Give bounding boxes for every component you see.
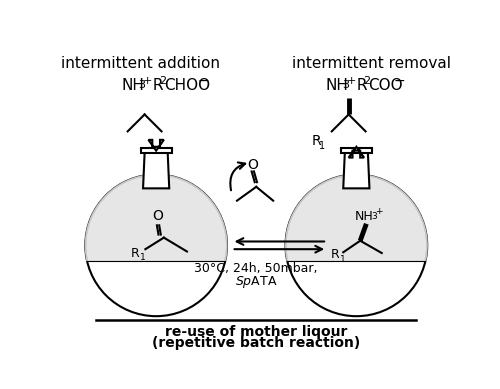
Text: 2: 2 xyxy=(364,75,370,86)
Text: 3: 3 xyxy=(371,212,377,221)
Text: 30°C, 24h, 50mbar,: 30°C, 24h, 50mbar, xyxy=(194,262,318,275)
Polygon shape xyxy=(148,140,164,151)
Polygon shape xyxy=(286,175,427,261)
Polygon shape xyxy=(348,147,364,158)
Text: $\it{Sp}$ATA: $\it{Sp}$ATA xyxy=(235,274,278,290)
Text: NH: NH xyxy=(326,78,348,93)
Text: intermittent removal: intermittent removal xyxy=(292,56,451,71)
Text: R: R xyxy=(148,78,163,93)
Polygon shape xyxy=(141,148,172,153)
Polygon shape xyxy=(341,148,372,153)
Text: re-use of mother liqour: re-use of mother liqour xyxy=(165,326,348,340)
Text: O: O xyxy=(248,158,258,172)
Text: COO: COO xyxy=(368,78,402,93)
Text: R: R xyxy=(330,248,339,261)
Text: −: − xyxy=(394,74,405,88)
Polygon shape xyxy=(344,153,369,188)
Text: (repetitive batch reaction): (repetitive batch reaction) xyxy=(152,336,360,350)
Text: R: R xyxy=(352,78,367,93)
Text: intermittent addition: intermittent addition xyxy=(61,56,220,71)
Text: NH: NH xyxy=(354,210,374,223)
Text: 1: 1 xyxy=(340,255,345,264)
Text: O: O xyxy=(152,209,163,223)
Text: 1: 1 xyxy=(320,141,326,151)
Text: 3: 3 xyxy=(138,80,145,90)
Circle shape xyxy=(86,175,227,316)
Text: +: + xyxy=(143,75,152,86)
Polygon shape xyxy=(143,153,169,188)
Text: R: R xyxy=(312,134,322,148)
Text: 3: 3 xyxy=(342,80,349,90)
Text: 2: 2 xyxy=(159,75,166,86)
Text: CHOO: CHOO xyxy=(164,78,210,93)
Polygon shape xyxy=(86,175,227,261)
Text: −: − xyxy=(198,74,209,88)
Text: R: R xyxy=(131,247,140,259)
Text: +: + xyxy=(375,207,382,216)
Circle shape xyxy=(286,175,427,316)
Text: +: + xyxy=(347,75,356,86)
Text: 1: 1 xyxy=(140,253,146,262)
Text: NH: NH xyxy=(122,78,144,93)
